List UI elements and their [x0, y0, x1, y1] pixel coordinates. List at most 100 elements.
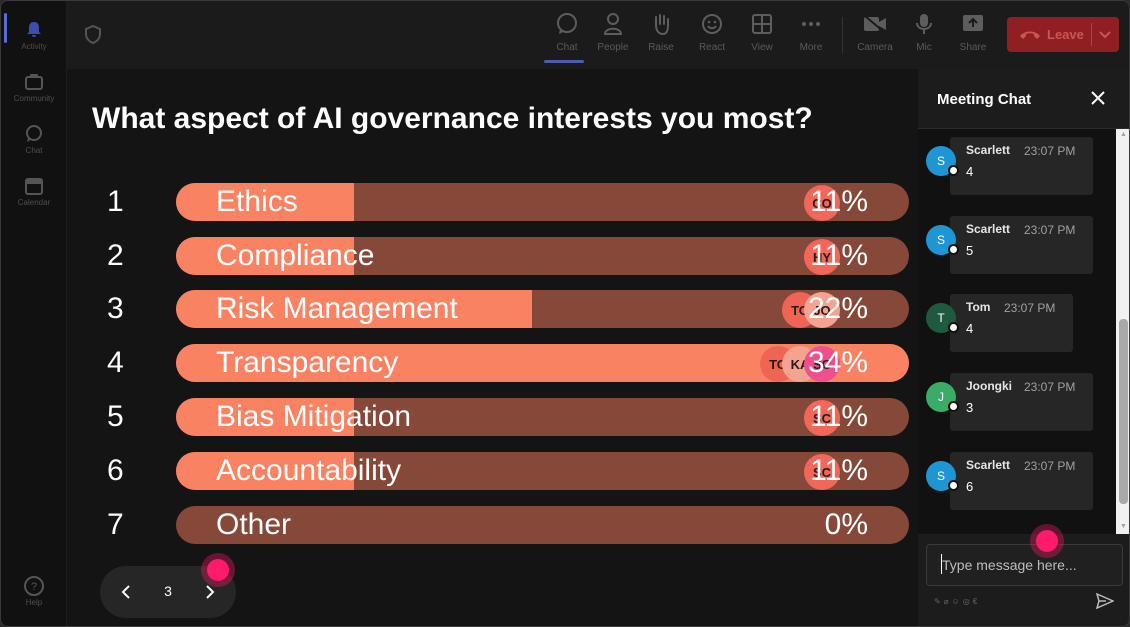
chat-scrollbar[interactable]: ▲ ▼ [1116, 129, 1129, 534]
option-number: 5 [107, 400, 124, 433]
chat-message-list[interactable]: Scarlett 23:07 PM 4 S Scarlett 23:07 PM … [918, 129, 1118, 534]
option-bar-fill [176, 290, 532, 328]
presence-status-icon [948, 244, 959, 255]
message-time: 23:07 PM [1024, 223, 1076, 237]
gif-icon[interactable]: ◎ [962, 597, 970, 606]
poll-option-row: 6 Accountability SC 11% [67, 452, 918, 490]
message-text: 4 [966, 321, 974, 336]
option-bar [176, 506, 909, 544]
scroll-up-arrow-icon[interactable]: ▲ [1120, 131, 1127, 138]
chevron-down-icon[interactable] [1098, 27, 1112, 41]
meeting-toolbar: Chat People Raise React View [67, 1, 1129, 69]
option-bar [176, 398, 909, 436]
leave-button-label: Leave [1047, 27, 1084, 42]
rail-item-label: Activity [21, 41, 47, 51]
poll-option-row: 2 Compliance HY 11% [67, 237, 918, 275]
presence-status-icon [948, 401, 959, 412]
avatar: J [926, 382, 956, 412]
voter-avatar: SC [804, 400, 840, 436]
click-indicator [207, 559, 229, 581]
option-label: Bias Mitigation [216, 400, 412, 433]
sticker-icon[interactable]: € [972, 597, 978, 606]
leave-button[interactable]: Leave [1007, 17, 1119, 52]
svg-text:?: ? [31, 581, 37, 593]
chevron-left-icon[interactable] [114, 580, 138, 604]
voter-avatars: SC [804, 454, 840, 490]
rail-item-label: Chat [25, 145, 43, 155]
chat-title: Meeting Chat [937, 91, 1032, 108]
option-percent: 11% [810, 239, 868, 272]
message-time: 23:07 PM [1024, 459, 1076, 473]
rail-item-calendar[interactable]: Calendar [1, 165, 67, 217]
text-caret [941, 554, 942, 574]
raise-hand-icon [649, 12, 673, 36]
raise-button-label: Raise [648, 42, 674, 53]
camera-button-label: Camera [857, 42, 893, 53]
rail-item-chat[interactable]: Chat [1, 113, 67, 165]
more-button-label: More [799, 42, 823, 53]
poll-option-row: 5 Bias Mitigation SC 11% [67, 398, 918, 436]
chat-message-input[interactable] [926, 544, 1123, 586]
option-bar [176, 183, 909, 221]
option-percent: 22% [807, 292, 868, 325]
more-button[interactable]: More [788, 9, 834, 61]
option-number: 4 [107, 346, 124, 379]
scroll-down-arrow-icon[interactable]: ▼ [1120, 523, 1127, 530]
view-button[interactable]: View [739, 9, 785, 61]
sender-name: Tom [966, 300, 991, 314]
voter-avatar: HY [804, 239, 840, 275]
grid-view-icon [750, 12, 774, 36]
voter-avatars: CO [804, 185, 840, 221]
poll-option-row: 7 Other 0% [67, 506, 918, 544]
voter-avatars: HY [804, 239, 840, 275]
option-bar [176, 237, 909, 275]
message-bubble: Scarlett 23:07 PM 4 [950, 137, 1093, 195]
message-bubble: Scarlett 23:07 PM 6 [950, 452, 1093, 510]
chat-header: Meeting Chat [918, 69, 1129, 129]
chat-button[interactable]: Chat [544, 9, 590, 63]
chevron-right-icon[interactable] [198, 580, 222, 604]
camera-button[interactable]: Camera [852, 9, 898, 61]
smiley-icon [700, 12, 724, 36]
option-bar-fill [176, 237, 354, 275]
chat-bubble-icon [555, 12, 579, 36]
rail-item-community[interactable]: Community [1, 61, 67, 113]
rail-item-label: Community [13, 93, 55, 103]
voter-avatar: CO [804, 185, 840, 221]
share-screen-icon [961, 12, 985, 36]
option-label: Transparency [216, 346, 399, 379]
rail-item-help[interactable]: ? Help [1, 565, 67, 617]
rail-item-activity[interactable]: Activity [1, 9, 67, 61]
message-time: 23:07 PM [1024, 380, 1076, 394]
view-button-label: View [751, 42, 773, 53]
poll-option-row: 1 Ethics CO 11% [67, 183, 918, 221]
option-label: Ethics [216, 185, 298, 218]
message-time: 23:07 PM [1024, 144, 1076, 158]
message-text: 6 [966, 479, 974, 494]
click-indicator [1036, 530, 1058, 552]
mic-button[interactable]: Mic [901, 9, 947, 61]
rail-active-indicator [4, 13, 7, 43]
people-button[interactable]: People [590, 9, 636, 61]
page-number: 3 [164, 583, 172, 599]
send-icon[interactable] [1095, 592, 1115, 611]
emoji-icon[interactable]: ☺ [951, 597, 960, 606]
voter-avatars: SC KA TO [760, 346, 840, 382]
format-icon[interactable]: ✎ [934, 597, 941, 606]
option-number: 6 [107, 454, 124, 487]
presence-status-icon [948, 480, 959, 491]
attach-icon[interactable]: ⌀ [943, 597, 949, 606]
react-button[interactable]: React [689, 9, 735, 61]
presence-status-icon [948, 165, 959, 176]
option-label: Other [216, 508, 292, 541]
rail-item-label: Help [25, 597, 43, 607]
close-icon[interactable] [1091, 91, 1107, 107]
share-button[interactable]: Share [950, 9, 996, 61]
person-icon [601, 12, 625, 36]
raise-hand-button[interactable]: Raise [638, 9, 684, 61]
leave-divider [1091, 23, 1092, 46]
scrollbar-thumb[interactable] [1119, 319, 1128, 504]
app-rail: Activity Community Chat Calendar ? Help [1, 1, 67, 626]
option-bar-fill [176, 398, 354, 436]
